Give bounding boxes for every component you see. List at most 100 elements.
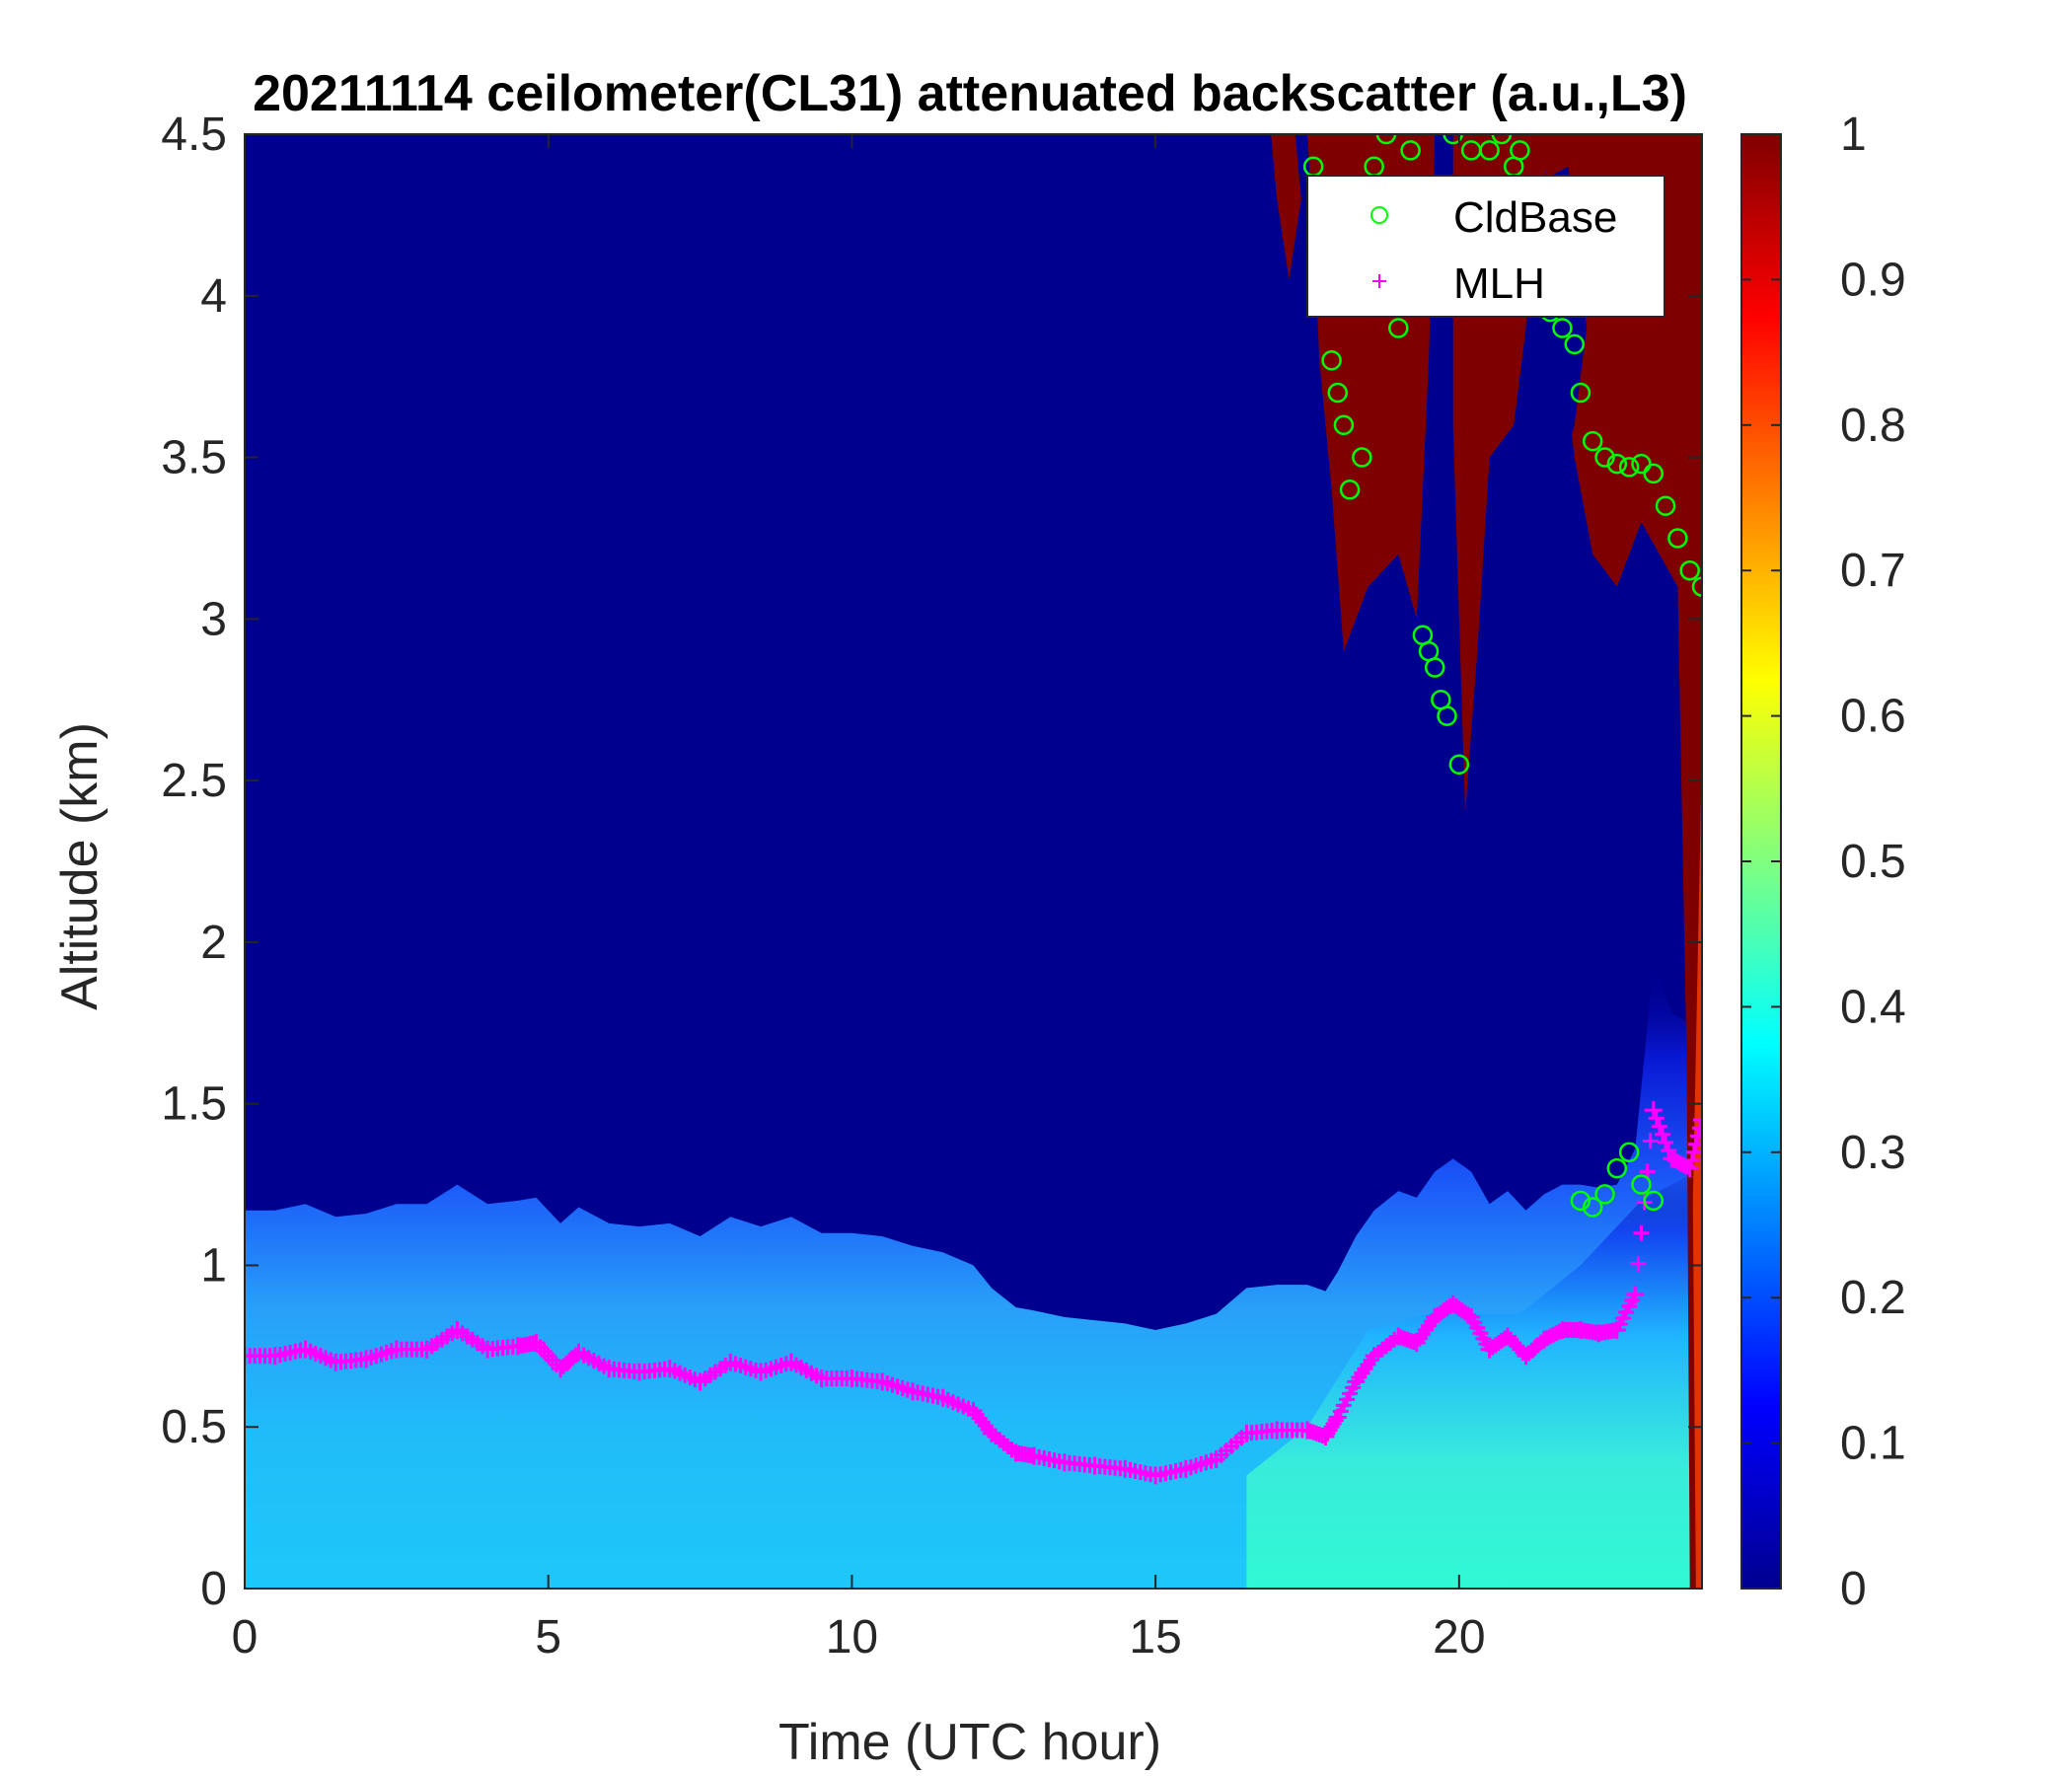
mlh-point <box>1630 1255 1647 1272</box>
legend-cldbase-marker <box>1370 206 1388 224</box>
colorbar: 0 0.1 0.2 0.3 0.4 0.5 0.6 0.7 0.8 0.9 1 <box>1740 109 1906 1615</box>
mlh-point <box>1633 1224 1650 1241</box>
mlh-point <box>1691 1120 1702 1137</box>
mlh-point <box>980 1421 997 1438</box>
mlh-point <box>1172 1461 1189 1478</box>
cldbase-point <box>1400 140 1421 161</box>
plot-area <box>244 133 1703 1590</box>
cldbase-point <box>1618 1142 1640 1163</box>
mlh-point <box>1548 1325 1565 1342</box>
legend-mlh-label: MLH <box>1453 259 1545 308</box>
colorbar-tick-label: 0.4 <box>1840 981 1906 1033</box>
mlh-point <box>1051 1453 1068 1470</box>
mlh-point <box>1651 1118 1667 1135</box>
cldbase-point <box>1667 528 1688 549</box>
mlh-point <box>1365 1347 1383 1366</box>
mlh-point <box>1456 1304 1473 1321</box>
mlh-point <box>1661 1143 1677 1159</box>
mlh-point <box>869 1372 886 1389</box>
cloud-region <box>1271 134 1301 280</box>
x-axis-label: Time (UTC hour) <box>778 1714 1161 1771</box>
y-tick-label: 0.5 <box>161 1401 227 1453</box>
mlh-point <box>1675 1156 1692 1173</box>
colorbar-tick-label: 0.9 <box>1840 254 1906 306</box>
y-tick-label: 4 <box>200 270 227 323</box>
legend: CldBase MLH <box>1306 175 1665 318</box>
colorbar-tick-label: 0.1 <box>1840 1418 1906 1470</box>
mlh-point <box>383 1343 400 1360</box>
x-tick-label: 15 <box>1129 1611 1181 1664</box>
mlh-point <box>1693 1111 1702 1130</box>
y-axis-label: Altitude (km) <box>51 722 109 1010</box>
cldbase-point <box>1564 333 1586 355</box>
mlh-point <box>1203 1452 1220 1469</box>
y-tick-label: 2 <box>200 917 227 969</box>
mlh-point <box>1648 1110 1665 1127</box>
mlh-point <box>1363 1352 1379 1369</box>
mlh-point <box>808 1368 825 1384</box>
plot-frame <box>244 133 1703 1590</box>
mlh-point <box>929 1388 946 1405</box>
cldbase-point <box>1333 414 1355 436</box>
mlh-point <box>1325 1415 1342 1432</box>
cldbase-point <box>1691 576 1702 597</box>
x-axis: 0 5 10 15 20 <box>232 134 1486 1664</box>
x-tick-label: 0 <box>232 1611 259 1664</box>
legend-box <box>1306 175 1665 318</box>
cldbase-point <box>1552 318 1573 338</box>
cldbase-point <box>1582 430 1603 452</box>
chart-title: 20211114 ceilometer(CL31) attenuated bac… <box>253 65 1687 122</box>
mlh-point <box>977 1418 994 1435</box>
mlh-point <box>1022 1447 1039 1464</box>
colorbar-tick-label: 0.6 <box>1840 691 1906 743</box>
cldbase-point <box>1643 463 1665 484</box>
legend-cldbase-label: CldBase <box>1453 193 1617 242</box>
mlh-point <box>1345 1379 1362 1396</box>
colorbar-tick-label: 0 <box>1840 1563 1867 1615</box>
colorbar-tick-label: 0.7 <box>1840 545 1906 597</box>
mlh-point <box>352 1351 369 1368</box>
mlh-point <box>475 1338 491 1355</box>
cldbase-point <box>1643 1190 1665 1212</box>
cldbase-point <box>1375 134 1397 145</box>
cldbase-point <box>1479 140 1500 161</box>
cldbase-point <box>1388 318 1409 338</box>
mlh-point <box>1654 1126 1670 1143</box>
y-tick-label: 4.5 <box>161 109 227 161</box>
mlh-point <box>1644 1101 1663 1120</box>
cldbase-point <box>1606 453 1628 475</box>
cldbase-point <box>1631 1174 1652 1195</box>
mlh-point <box>596 1358 613 1374</box>
mlh-point <box>323 1352 339 1369</box>
y-tick-label: 0 <box>200 1563 227 1615</box>
cldbase-point <box>1570 382 1591 404</box>
mlh-point <box>1003 1442 1020 1458</box>
mlh-point <box>1233 1430 1250 1446</box>
mlh-point <box>1642 1133 1659 1149</box>
cldbase-point <box>1352 447 1372 468</box>
afternoon-aerosol-backscatter <box>1246 1168 1702 1589</box>
mlh-point <box>1689 1128 1702 1145</box>
mlh-series <box>245 1101 1702 1485</box>
x-tick-label: 5 <box>535 1611 561 1664</box>
x-tick-label: 20 <box>1433 1611 1485 1664</box>
mlh-point <box>899 1381 916 1398</box>
mlh-point <box>1327 1412 1344 1429</box>
colorbar-tick-label: 0.8 <box>1840 400 1906 452</box>
x-tick-label: 10 <box>826 1611 878 1664</box>
mlh-point <box>1685 1144 1702 1160</box>
cldbase-point <box>1631 453 1652 475</box>
cldbase-point <box>1582 1197 1603 1218</box>
colorbar-tick-label: 0.2 <box>1840 1272 1906 1324</box>
cldbase-point <box>1570 1190 1591 1212</box>
cldbase-point <box>1618 457 1640 478</box>
y-axis: 0 0.5 1 1.5 2 2.5 3 3.5 4 4.5 <box>161 109 1702 1615</box>
mlh-point <box>717 1357 734 1373</box>
legend-mlh-marker <box>1372 274 1386 288</box>
cldbase-point <box>1679 559 1700 581</box>
mlh-point <box>1112 1460 1129 1477</box>
y-tick-label: 3.5 <box>161 432 227 484</box>
colorbar-ticks: 0 0.1 0.2 0.3 0.4 0.5 0.6 0.7 0.8 0.9 1 <box>1741 109 1906 1615</box>
cldbase-point <box>1491 134 1513 145</box>
